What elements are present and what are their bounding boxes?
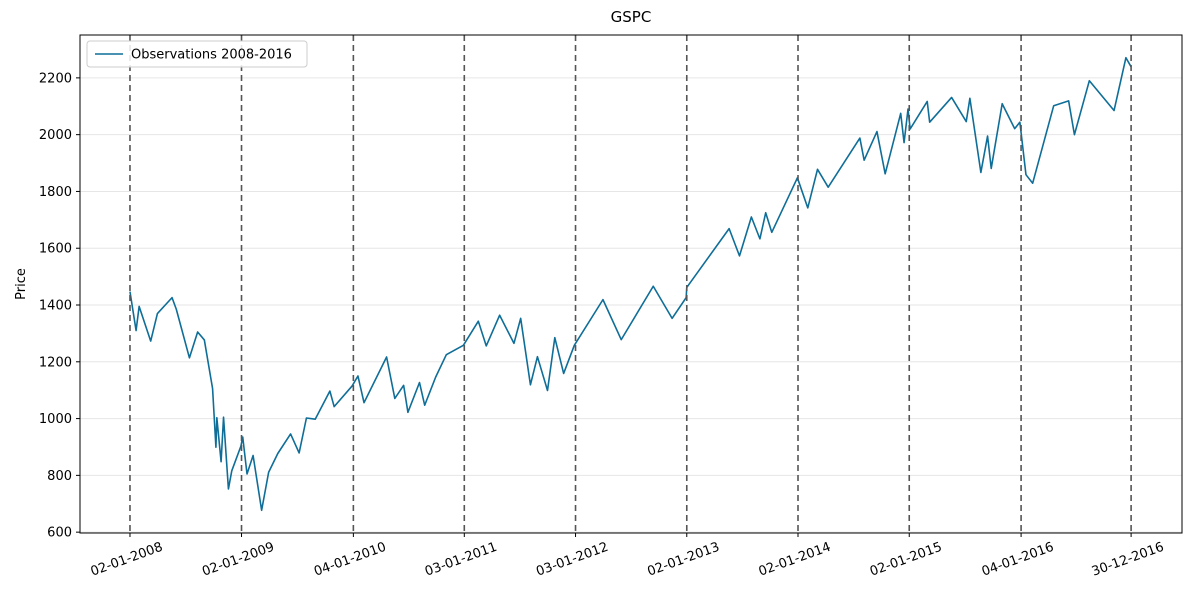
- y-tick-label: 1200: [39, 355, 72, 370]
- y-tick-label: 600: [47, 526, 72, 541]
- legend-label: Observations 2008-2016: [131, 48, 292, 63]
- y-tick-label: 1800: [39, 185, 72, 200]
- chart-title: GSPC: [611, 8, 652, 26]
- y-tick-label: 1000: [39, 412, 72, 427]
- y-tick-label: 2200: [39, 71, 72, 86]
- y-tick-label: 800: [47, 469, 72, 484]
- plot-frame: [79, 34, 1183, 534]
- y-axis-label: Price: [14, 268, 29, 300]
- y-tick-label: 1600: [39, 242, 72, 257]
- series-line: [129, 56, 1132, 512]
- y-tick-label: 2000: [39, 128, 72, 143]
- y-tick-label: 1400: [39, 299, 72, 314]
- legend-box: [86, 40, 308, 68]
